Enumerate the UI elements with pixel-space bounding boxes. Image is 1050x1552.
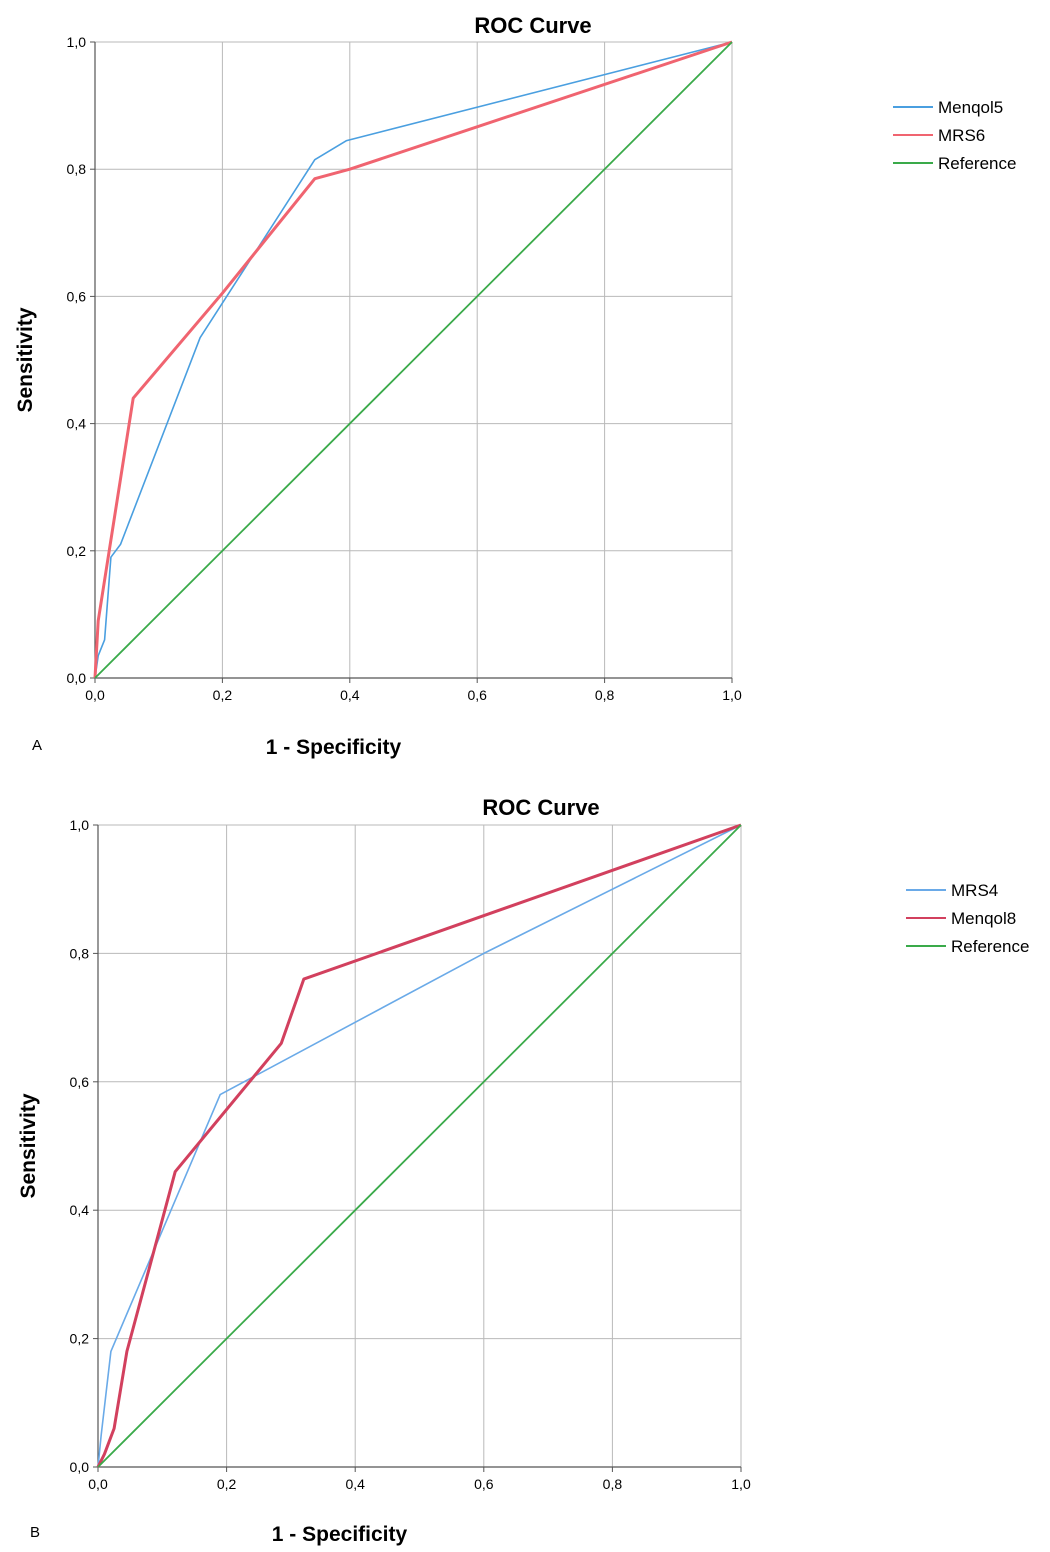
y-tick-label: 1,0 xyxy=(70,817,90,833)
x-tick-label: 0,8 xyxy=(603,1476,623,1492)
series-line-reference xyxy=(97,824,742,1468)
series-line-menqol5 xyxy=(94,41,733,679)
y-tick-label: 0,2 xyxy=(70,1331,90,1347)
x-tick-label: 0,0 xyxy=(85,687,105,703)
legend-label: Reference xyxy=(938,154,1016,173)
y-tick-label: 0,8 xyxy=(70,945,90,961)
y-axis-label: Sensitivity xyxy=(14,307,37,412)
legend-label: MRS4 xyxy=(951,881,998,900)
legend-label: Menqol5 xyxy=(938,98,1003,117)
x-tick-label: 0,4 xyxy=(345,1476,365,1492)
y-tick-label: 0,0 xyxy=(67,670,87,686)
series-line-mrs6 xyxy=(93,40,733,679)
legend-label: MRS6 xyxy=(938,126,985,145)
panel-label: A xyxy=(32,737,42,754)
y-tick-label: 0,4 xyxy=(67,416,87,432)
y-tick-label: 1,0 xyxy=(67,34,87,50)
x-tick-label: 1,0 xyxy=(722,687,742,703)
y-axis-label: Sensitivity xyxy=(17,1093,40,1198)
x-tick-label: 0,6 xyxy=(467,687,487,703)
y-tick-label: 0,6 xyxy=(70,1074,90,1090)
x-tick-label: 0,2 xyxy=(217,1476,237,1492)
y-tick-label: 0,4 xyxy=(70,1202,90,1218)
y-tick-label: 0,8 xyxy=(67,161,87,177)
legend-label: Menqol8 xyxy=(951,909,1016,928)
legend-label: Reference xyxy=(951,937,1029,956)
y-tick-label: 0,2 xyxy=(67,543,87,559)
roc-panel-a: 0,0 0,2 0,4 0,6 0,8 1,0 0,0 0,2 0,4 0,6 0,8 1,0 ROC … xyxy=(14,13,1016,759)
y-tick-label: 0,0 xyxy=(70,1459,90,1475)
series-line-reference xyxy=(94,41,733,679)
series-line-mrs4 xyxy=(97,824,742,1468)
x-tick-label: 0,4 xyxy=(340,687,360,703)
chart-title: ROC Curve xyxy=(482,795,599,820)
roc-panel-b: 0,0 0,2 0,4 0,6 0,8 1,0 0,0 0,2 0,4 0,6 0,8 1,0 ROC … xyxy=(17,795,1029,1546)
x-axis-label: 1 - Specificity xyxy=(272,1523,408,1546)
x-axis-label: 1 - Specificity xyxy=(266,736,402,759)
series-line-menqol8 xyxy=(96,823,742,1468)
x-tick-label: 1,0 xyxy=(731,1476,751,1492)
x-tick-label: 0,2 xyxy=(213,687,233,703)
x-tick-label: 0,0 xyxy=(88,1476,108,1492)
chart-title: ROC Curve xyxy=(474,13,591,38)
x-tick-label: 0,8 xyxy=(595,687,615,703)
panel-label: B xyxy=(30,1524,40,1541)
x-tick-label: 0,6 xyxy=(474,1476,494,1492)
y-tick-label: 0,6 xyxy=(67,288,87,304)
